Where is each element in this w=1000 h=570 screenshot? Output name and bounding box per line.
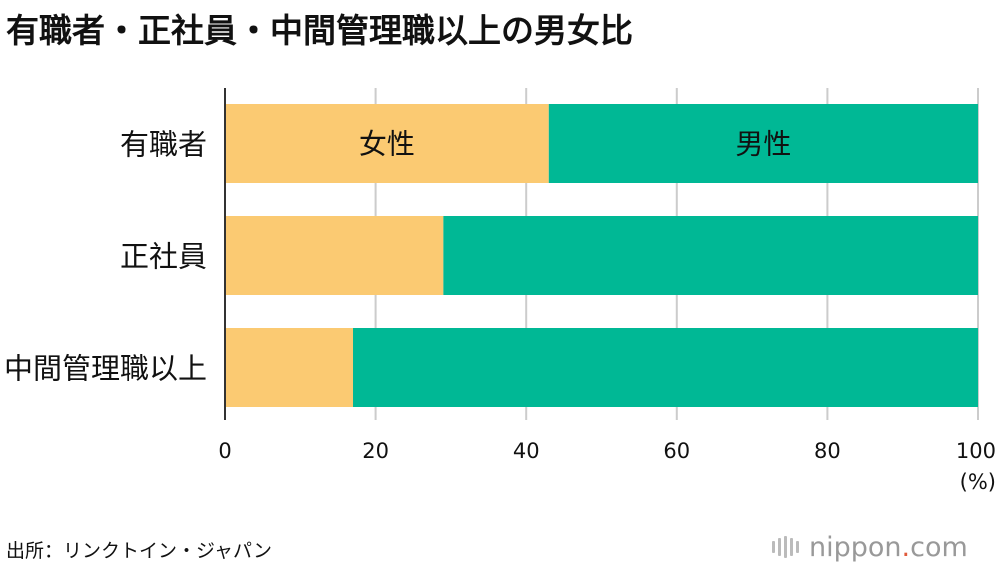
x-tick-label-0: 0 (218, 439, 231, 463)
logo-dot: . (901, 531, 911, 563)
bar-female-3 (225, 328, 354, 407)
category-label-1: 有職者 (120, 128, 207, 162)
source-note: 出所：リンクトイン・ジャパン (6, 540, 273, 562)
logo-text: nippon (809, 531, 902, 563)
x-tick-label-80: 80 (814, 439, 841, 463)
category-label-3: 中間管理職以上 (4, 352, 207, 386)
x-tick-label-100: 100 (956, 439, 996, 463)
logo-mark-icon (772, 536, 799, 558)
x-tick-label-20: 20 (362, 439, 389, 463)
nippon-logo: nippon. com (772, 530, 968, 564)
x-axis: 0 20 40 60 80 100 (%) (218, 88, 996, 494)
series-label-female: 女性 (359, 128, 415, 161)
x-axis-unit: (%) (960, 470, 996, 494)
bars (225, 104, 978, 407)
bar-male-2 (443, 216, 978, 295)
series-labels: 女性 男性 (359, 128, 792, 161)
bar-female-1 (225, 104, 549, 183)
bar-male-3 (353, 328, 978, 407)
series-label-male: 男性 (735, 128, 791, 161)
bar-male-1 (548, 104, 978, 183)
x-tick-label-60: 60 (663, 439, 690, 463)
x-tick-label-40: 40 (513, 439, 540, 463)
logo-suffix: com (910, 531, 968, 563)
chart-title: 有職者・正社員・中間管理職以上の男女比 (6, 11, 633, 50)
category-label-2: 正社員 (120, 240, 207, 274)
bar-female-2 (225, 216, 444, 295)
